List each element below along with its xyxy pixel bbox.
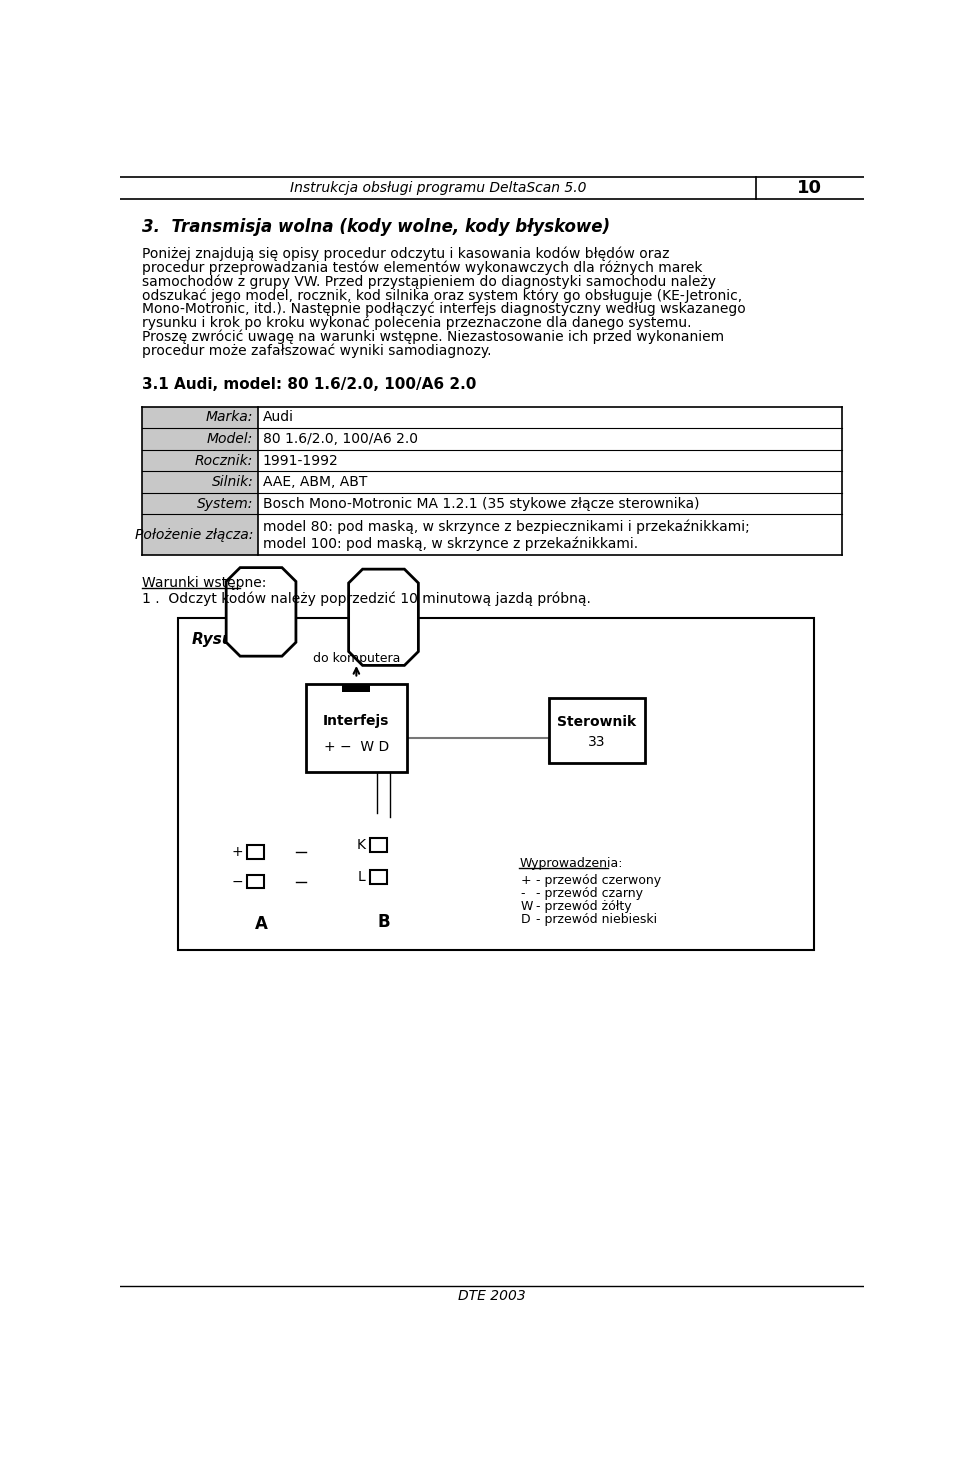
Bar — [258, 429, 842, 449]
Text: - przewód żółty: - przewód żółty — [537, 900, 632, 914]
Text: Marka:: Marka: — [206, 410, 253, 425]
Bar — [142, 429, 258, 449]
Text: B: B — [377, 914, 390, 931]
Text: 1 .  Odczyt kodów należy poprzedzić 10 minutową jazdą próbną.: 1 . Odczyt kodów należy poprzedzić 10 mi… — [142, 591, 590, 606]
Text: 3.  Transmisja wolna (kody wolne, kody błyskowe): 3. Transmisja wolna (kody wolne, kody bł… — [142, 218, 610, 236]
Text: procedur może zafałszować wyniki samodiagnozy.: procedur może zafałszować wyniki samodia… — [142, 344, 492, 359]
Text: A: A — [254, 915, 268, 933]
Text: do komputera: do komputera — [313, 651, 400, 665]
Text: Rysunek 3.I: Rysunek 3.I — [192, 632, 292, 647]
Text: -: - — [520, 887, 525, 900]
Text: System:: System: — [197, 496, 253, 511]
Text: W: W — [520, 900, 533, 914]
Text: odszukać jego model, rocznik, kod silnika oraz system który go obsługuje (KE-Jet: odszukać jego model, rocznik, kod silnik… — [142, 288, 742, 303]
Bar — [247, 845, 264, 859]
Bar — [258, 407, 842, 429]
Bar — [142, 514, 258, 555]
Text: −: − — [231, 874, 243, 889]
Text: Poniżej znajdują się opisy procedur odczytu i kasowania kodów błędów oraz: Poniżej znajdują się opisy procedur odcz… — [142, 246, 669, 261]
Bar — [258, 471, 842, 493]
Text: model 100: pod maską, w skrzynce z przekaźnikkami.: model 100: pod maską, w skrzynce z przek… — [263, 536, 637, 550]
Bar — [142, 449, 258, 471]
Text: Instrukcja obsługi programu DeltaScan 5.0: Instrukcja obsługi programu DeltaScan 5.… — [290, 182, 586, 195]
Text: - przewód niebieski: - przewód niebieski — [537, 914, 658, 927]
Bar — [247, 874, 264, 889]
Text: procedur przeprowadzania testów elementów wykonawczych dla różnych marek: procedur przeprowadzania testów elementó… — [142, 261, 702, 275]
Text: rysunku i krok po kroku wykonać polecenia przeznaczone dla danego systemu.: rysunku i krok po kroku wykonać poleceni… — [142, 316, 691, 331]
Bar — [370, 871, 387, 884]
Text: +: + — [231, 845, 243, 859]
Text: Wyprowadzenia:: Wyprowadzenia: — [519, 856, 623, 870]
Text: Położenie złącza:: Położenie złącza: — [135, 527, 253, 542]
Bar — [142, 407, 258, 429]
Text: model 80: pod maską, w skrzynce z bezpiecznikami i przekaźnikkami;: model 80: pod maską, w skrzynce z bezpie… — [263, 520, 750, 534]
Text: Bosch Mono-Motronic MA 1.2.1 (35 stykowe złącze sterownika): Bosch Mono-Motronic MA 1.2.1 (35 stykowe… — [263, 496, 699, 511]
Text: 10: 10 — [797, 179, 823, 198]
Bar — [258, 493, 842, 514]
Text: Proszę zwrócić uwagę na warunki wstępne. Niezastosowanie ich przed wykonaniem: Proszę zwrócić uwagę na warunki wstępne.… — [142, 329, 724, 344]
Text: Interfejs: Interfejs — [324, 714, 390, 728]
Text: Rocznik:: Rocznik: — [195, 454, 253, 467]
Text: +: + — [520, 874, 531, 887]
Bar — [258, 449, 842, 471]
Text: 1991-1992: 1991-1992 — [263, 454, 338, 467]
Text: - przewód czerwony: - przewód czerwony — [537, 874, 661, 887]
Text: + −  W D: + − W D — [324, 739, 389, 754]
Text: D: D — [520, 914, 530, 927]
Text: L: L — [358, 871, 366, 884]
Bar — [142, 493, 258, 514]
Text: DTE 2003: DTE 2003 — [458, 1288, 526, 1303]
Text: Silnik:: Silnik: — [211, 476, 253, 489]
Text: K: K — [357, 839, 366, 852]
Bar — [179, 618, 814, 950]
Polygon shape — [227, 568, 296, 656]
Text: AAE, ABM, ABT: AAE, ABM, ABT — [263, 476, 367, 489]
Text: Warunki wstępne:: Warunki wstępne: — [142, 575, 266, 590]
Bar — [343, 684, 371, 691]
Text: 80 1.6/2.0, 100/A6 2.0: 80 1.6/2.0, 100/A6 2.0 — [263, 432, 418, 447]
Bar — [142, 471, 258, 493]
Bar — [370, 839, 387, 852]
Text: samochodów z grupy VW. Przed przystąpieniem do diagnostyki samochodu należy: samochodów z grupy VW. Przed przystąpien… — [142, 274, 716, 288]
Bar — [306, 684, 407, 773]
Text: Mono-Motronic, itd.). Następnie podłączyć interfejs diagnostyczny według wskazan: Mono-Motronic, itd.). Następnie podłączy… — [142, 302, 746, 316]
Bar — [548, 698, 645, 763]
Bar — [258, 514, 842, 555]
Text: - przewód czarny: - przewód czarny — [537, 887, 643, 900]
Text: Sterownik: Sterownik — [557, 716, 636, 729]
Text: Audi: Audi — [263, 410, 294, 425]
Text: 3.1 Audi, model: 80 1.6/2.0, 100/A6 2.0: 3.1 Audi, model: 80 1.6/2.0, 100/A6 2.0 — [142, 378, 476, 392]
Polygon shape — [348, 569, 419, 666]
Text: 33: 33 — [588, 735, 606, 750]
Text: Model:: Model: — [207, 432, 253, 447]
